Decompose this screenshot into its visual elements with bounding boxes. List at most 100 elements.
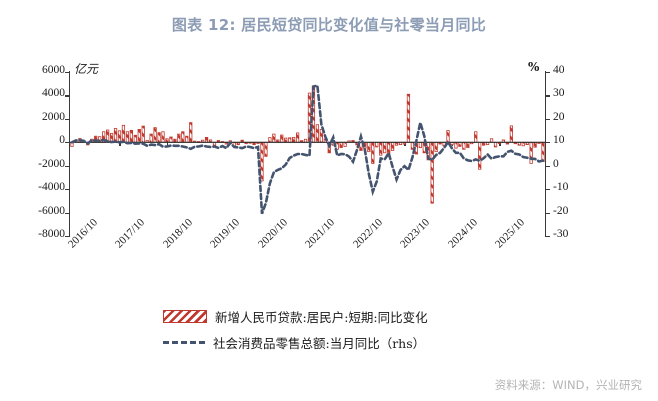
left-axis-tick-label: -6000: [38, 204, 65, 217]
right-axis-tick-label: -20: [553, 204, 569, 217]
x-axis-tick: [499, 142, 501, 147]
left-axis-tick-label: -2000: [38, 157, 65, 170]
bar: [406, 93, 411, 143]
left-axis-line: [69, 71, 71, 237]
bar: [367, 141, 371, 153]
legend-item-bar: 新增人民币贷款:居民户:短期:同比变化: [0, 306, 658, 326]
right-axis-tick: [545, 212, 550, 214]
bar: [379, 141, 383, 156]
right-axis-tick: [545, 72, 550, 74]
left-axis-tick-label: 4000: [42, 87, 65, 100]
right-axis-tick: [545, 95, 550, 97]
bar: [284, 137, 288, 143]
bar: [288, 137, 292, 143]
left-axis-tick: [65, 118, 70, 121]
right-axis-tick-label: -30: [553, 228, 569, 240]
x-axis-tick: [166, 142, 169, 147]
bar: [466, 141, 470, 148]
bar: [410, 141, 415, 150]
bar: [493, 141, 498, 148]
left-axis-tick: [65, 72, 70, 74]
bar: [315, 124, 320, 143]
bar: [161, 131, 165, 143]
bar: [268, 137, 272, 143]
bar: [446, 130, 450, 143]
bar: [292, 136, 296, 143]
bar: [295, 132, 300, 143]
right-axis-line: [545, 71, 547, 237]
legend-item-line: 社会消费品零售总额:当月同比（rhs）: [0, 332, 658, 352]
bar: [181, 131, 185, 143]
source-note: 资料来源：WIND，兴业研究: [494, 378, 642, 392]
left-axis-tick: [65, 212, 70, 214]
right-axis-tick-label: -10: [553, 181, 569, 194]
bar: [343, 141, 347, 147]
bar: [137, 129, 141, 143]
left-axis-tick-label: 2000: [42, 110, 65, 123]
bar: [375, 141, 379, 148]
right-axis-tick-label: 20: [553, 110, 565, 123]
bar: [434, 141, 438, 153]
bar: [149, 133, 153, 143]
bar: [169, 136, 173, 143]
bar: [280, 134, 284, 143]
bar: [125, 131, 130, 143]
right-axis-tick-label: 10: [553, 134, 565, 147]
bar: [478, 141, 482, 170]
bar: [529, 141, 533, 164]
legend-label-line: 社会消费品零售总额:当月同比（rhs）: [213, 335, 426, 351]
bar: [319, 129, 323, 143]
bar: [474, 131, 478, 143]
right-axis-tick: [545, 236, 550, 238]
bar: [141, 125, 145, 143]
plot-area: [70, 72, 545, 236]
right-axis-tick-label: 40: [553, 64, 565, 76]
right-axis-tick: [545, 142, 550, 144]
left-axis-tick: [65, 189, 70, 191]
bar: [371, 141, 375, 164]
left-axis-tick: [65, 95, 70, 97]
left-axis-tick-label: -8000: [38, 228, 65, 240]
bar: [157, 132, 161, 143]
bar: [418, 141, 422, 148]
bar: [458, 141, 462, 147]
bar: [189, 122, 193, 143]
bar: [272, 133, 276, 143]
bar: [185, 135, 189, 143]
left-axis-tick: [65, 142, 70, 144]
right-axis-unit-label: %: [528, 60, 540, 74]
bar: [121, 124, 126, 143]
bar: [390, 141, 395, 151]
legend-dashed-line-icon: [163, 340, 205, 344]
bar: [462, 141, 466, 150]
legend-hatched-bar-icon: [163, 309, 207, 323]
left-axis-unit-label: 亿元: [74, 62, 99, 76]
line-series: [70, 83, 545, 215]
plot-svg: [70, 83, 545, 215]
line-path: [70, 83, 545, 215]
left-axis-tick-label: 0: [59, 134, 65, 147]
bar: [117, 130, 122, 143]
bar: [153, 127, 157, 143]
bar: [383, 141, 387, 154]
legend-label-bar: 新增人民币贷款:居民户:短期:同比变化: [215, 309, 428, 325]
left-axis-tick-label: 6000: [42, 64, 65, 76]
bar: [339, 141, 343, 148]
x-axis-tick: [119, 142, 121, 147]
right-axis-tick: [545, 118, 550, 121]
bar: [264, 141, 268, 157]
right-axis-tick-label: 30: [553, 87, 565, 100]
left-axis-tick-label: -4000: [38, 181, 65, 194]
chart-legend: 新增人民币贷款:居民户:短期:同比变化 社会消费品零售总额:当月同比（rhs）: [0, 306, 658, 358]
page-title: 图表 12: 居民短贷同比变化值与社零当月同比: [171, 16, 487, 34]
bar: [533, 141, 537, 148]
bar: [177, 133, 181, 143]
right-axis-tick: [545, 165, 550, 167]
bar: [204, 136, 209, 143]
bar: [260, 141, 264, 182]
bar: [113, 128, 118, 143]
bar: [509, 125, 513, 143]
left-axis-tick: [65, 236, 70, 238]
bar: [541, 141, 545, 163]
